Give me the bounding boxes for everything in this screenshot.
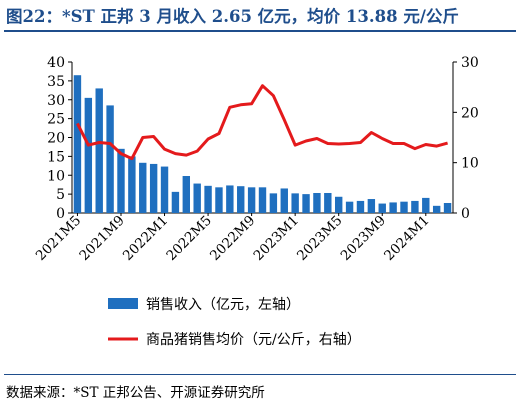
revenue-bar (215, 187, 223, 213)
left-tick-label: 0 (56, 206, 65, 222)
revenue-bar (139, 162, 147, 213)
revenue-bar (324, 192, 332, 213)
revenue-bar (400, 201, 408, 213)
price-line (76, 84, 448, 161)
revenue-bar (258, 187, 267, 213)
right-tick-label: 10 (461, 156, 479, 172)
revenue-bar (226, 185, 234, 213)
revenue-bar (193, 183, 201, 213)
chart-title: 图22：*ST 正邦 3 月收入 2.65 亿元，均价 13.88 元/公斤 (6, 7, 459, 26)
left-tick-label: 35 (47, 74, 65, 90)
source-note: 数据来源：*ST 正邦公告、开源证券研究所 (6, 385, 265, 401)
left-tick-label: 15 (47, 149, 65, 165)
x-tick-label: 2021M9 (76, 213, 127, 264)
revenue-bar (95, 88, 103, 213)
title-rule (4, 30, 516, 32)
revenue-bar (117, 148, 125, 213)
x-tick-label: 2023M5 (294, 213, 345, 264)
revenue-bar (432, 205, 441, 213)
revenue-bar (334, 196, 343, 213)
legend-line-label: 商品猪销售均价（元/公斤，右轴） (146, 332, 361, 348)
revenue-bar (106, 105, 114, 213)
right-tick-label: 20 (461, 105, 479, 121)
revenue-bar (367, 199, 376, 213)
left-tick-label: 5 (56, 187, 65, 203)
revenue-bar (302, 194, 310, 213)
source-rule (4, 374, 516, 375)
revenue-bar (345, 201, 354, 213)
revenue-bar (160, 166, 169, 213)
revenue-bar (237, 186, 245, 213)
revenue-bar (128, 156, 136, 213)
x-tick-label: 2024M1 (381, 213, 432, 264)
revenue-bar (356, 200, 365, 213)
revenue-bar (269, 193, 278, 213)
revenue-bar (389, 202, 397, 213)
revenue-bar (84, 97, 93, 213)
revenue-bar (204, 185, 212, 213)
x-tick-label: 2022M1 (120, 213, 171, 264)
revenue-bar (378, 203, 386, 213)
revenue-bar (171, 191, 180, 213)
left-tick-label: 40 (47, 55, 65, 71)
left-tick-label: 30 (47, 93, 65, 109)
right-tick-label: 0 (461, 206, 470, 222)
x-tick-label: 2022M9 (207, 213, 258, 264)
revenue-bar (73, 75, 82, 214)
revenue-bar (291, 193, 299, 213)
x-tick-label: 2022M5 (163, 213, 214, 264)
legend: 销售收入（亿元，左轴） 商品猪销售均价（元/公斤，右轴） (108, 297, 361, 348)
right-tick-label: 30 (461, 55, 479, 71)
x-tick-label: 2023M9 (338, 213, 389, 264)
revenue-bar (422, 197, 430, 213)
left-tick-label: 10 (47, 168, 65, 184)
plot-area: 051015202530354001020302021M52021M92022M… (33, 55, 479, 264)
revenue-bar (149, 163, 158, 213)
revenue-bar (443, 202, 452, 213)
legend-bar-label: 销售收入（亿元，左轴） (146, 297, 300, 313)
x-tick-label: 2023M1 (251, 213, 302, 264)
revenue-bar (247, 187, 256, 213)
revenue-bar (182, 176, 191, 213)
legend-bar-swatch (108, 298, 138, 309)
revenue-bar (313, 192, 321, 213)
revenue-bar (411, 200, 419, 213)
left-tick-label: 25 (47, 112, 65, 128)
left-tick-label: 20 (47, 131, 65, 147)
revenue-bar (280, 188, 288, 213)
